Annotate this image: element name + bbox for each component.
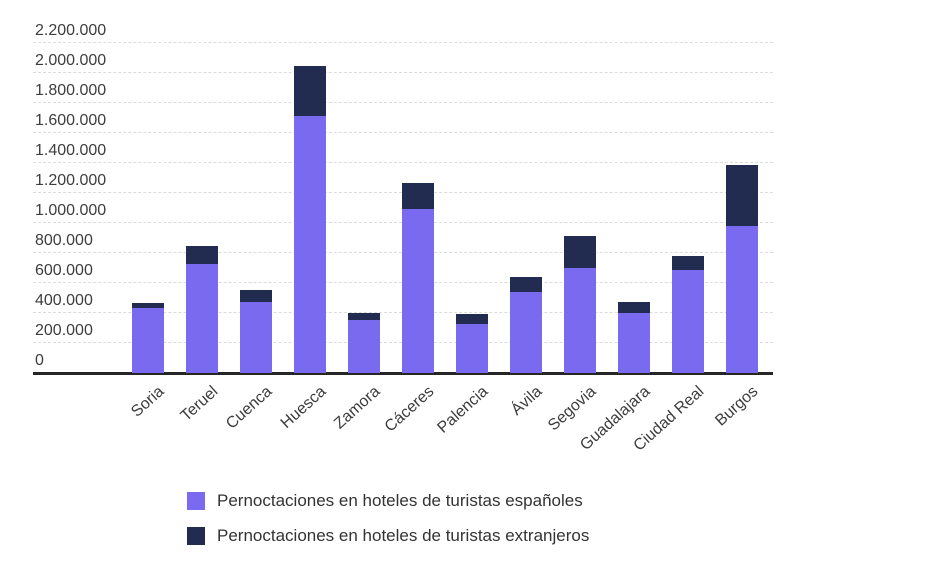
bar-segment-espanoles-segovia bbox=[564, 268, 596, 373]
bar-ciudad-real bbox=[672, 256, 704, 373]
bar-soria bbox=[132, 302, 164, 373]
bar-avila bbox=[510, 276, 542, 373]
gridline-1.600.000 bbox=[33, 132, 773, 133]
bar-caceres bbox=[402, 182, 434, 373]
legend-swatch-espanoles-icon bbox=[187, 492, 205, 510]
y-axis-tick-1.600.000: 1.600.000 bbox=[35, 112, 107, 129]
bar-segment-extranjeros-teruel bbox=[186, 245, 218, 264]
bar-segment-espanoles-huesca bbox=[294, 115, 326, 373]
bar-segment-extranjeros-guadalajara bbox=[618, 302, 650, 314]
bar-segment-extranjeros-cuenca bbox=[240, 290, 272, 303]
bar-segment-espanoles-avila bbox=[510, 291, 542, 373]
bar-huesca bbox=[294, 66, 326, 373]
y-axis-tick-1.800.000: 1.800.000 bbox=[35, 82, 107, 99]
plot-area: 0 200.000 400.000 600.000 800.000 1.000.000 1.… bbox=[33, 23, 773, 455]
legend-label-espanoles: Pernoctaciones en hoteles de turistas es… bbox=[217, 491, 583, 510]
bar-segment-espanoles-cuenca bbox=[240, 302, 272, 373]
bar-guadalajara bbox=[618, 302, 650, 373]
bar-teruel bbox=[186, 245, 218, 373]
y-axis-tick-1.000.000: 1.000.000 bbox=[35, 202, 107, 219]
bar-segment-espanoles-zamora bbox=[348, 320, 380, 373]
legend-item-espanoles: Pernoctaciones en hoteles de turistas es… bbox=[187, 492, 589, 510]
bar-segment-extranjeros-huesca bbox=[294, 66, 326, 116]
bar-segment-extranjeros-segovia bbox=[564, 236, 596, 269]
legend-item-extranjeros: Pernoctaciones en hoteles de turistas ex… bbox=[187, 527, 589, 545]
bar-segment-espanoles-soria bbox=[132, 308, 164, 373]
gridline-2.200.000 bbox=[33, 42, 773, 43]
legend-swatch-extranjeros-icon bbox=[187, 527, 205, 545]
bar-segment-espanoles-guadalajara bbox=[618, 313, 650, 373]
bar-cuenca bbox=[240, 290, 272, 373]
bar-segment-espanoles-caceres bbox=[402, 209, 434, 373]
bar-segment-espanoles-teruel bbox=[186, 263, 218, 373]
y-axis-tick-2.200.000: 2.200.000 bbox=[35, 22, 107, 39]
y-axis-tick-1.400.000: 1.400.000 bbox=[35, 142, 107, 159]
y-axis-tick-1.200.000: 1.200.000 bbox=[35, 172, 107, 189]
bar-segment-espanoles-burgos bbox=[726, 226, 758, 373]
bar-segment-extranjeros-palencia bbox=[456, 314, 488, 325]
y-axis-tick-600.000: 600.000 bbox=[35, 262, 93, 279]
x-axis-line bbox=[33, 372, 773, 375]
y-axis-tick-800.000: 800.000 bbox=[35, 232, 93, 249]
bar-segment-espanoles-ciudad-real bbox=[672, 269, 704, 373]
bar-segment-extranjeros-ciudad-real bbox=[672, 256, 704, 270]
bar-segment-extranjeros-avila bbox=[510, 276, 542, 292]
y-axis-tick-200.000: 200.000 bbox=[35, 322, 93, 339]
bar-segment-extranjeros-zamora bbox=[348, 313, 380, 321]
gridline-1.400.000 bbox=[33, 162, 773, 163]
bar-segment-extranjeros-caceres bbox=[402, 182, 434, 210]
gridline-1.800.000 bbox=[33, 102, 773, 103]
gridline-2.000.000 bbox=[33, 72, 773, 73]
bar-segment-extranjeros-soria bbox=[132, 302, 164, 309]
bar-segment-extranjeros-burgos bbox=[726, 164, 758, 226]
bar-segment-espanoles-palencia bbox=[456, 324, 488, 373]
y-axis-tick-0: 0 bbox=[35, 352, 44, 369]
bar-burgos bbox=[726, 164, 758, 373]
y-axis-tick-400.000: 400.000 bbox=[35, 292, 93, 309]
legend-label-extranjeros: Pernoctaciones en hoteles de turistas ex… bbox=[217, 526, 590, 545]
legend: Pernoctaciones en hoteles de turistas es… bbox=[187, 492, 589, 562]
y-axis-tick-2.000.000: 2.000.000 bbox=[35, 52, 107, 69]
bar-palencia bbox=[456, 314, 488, 373]
bar-zamora bbox=[348, 313, 380, 373]
bar-segovia bbox=[564, 236, 596, 373]
